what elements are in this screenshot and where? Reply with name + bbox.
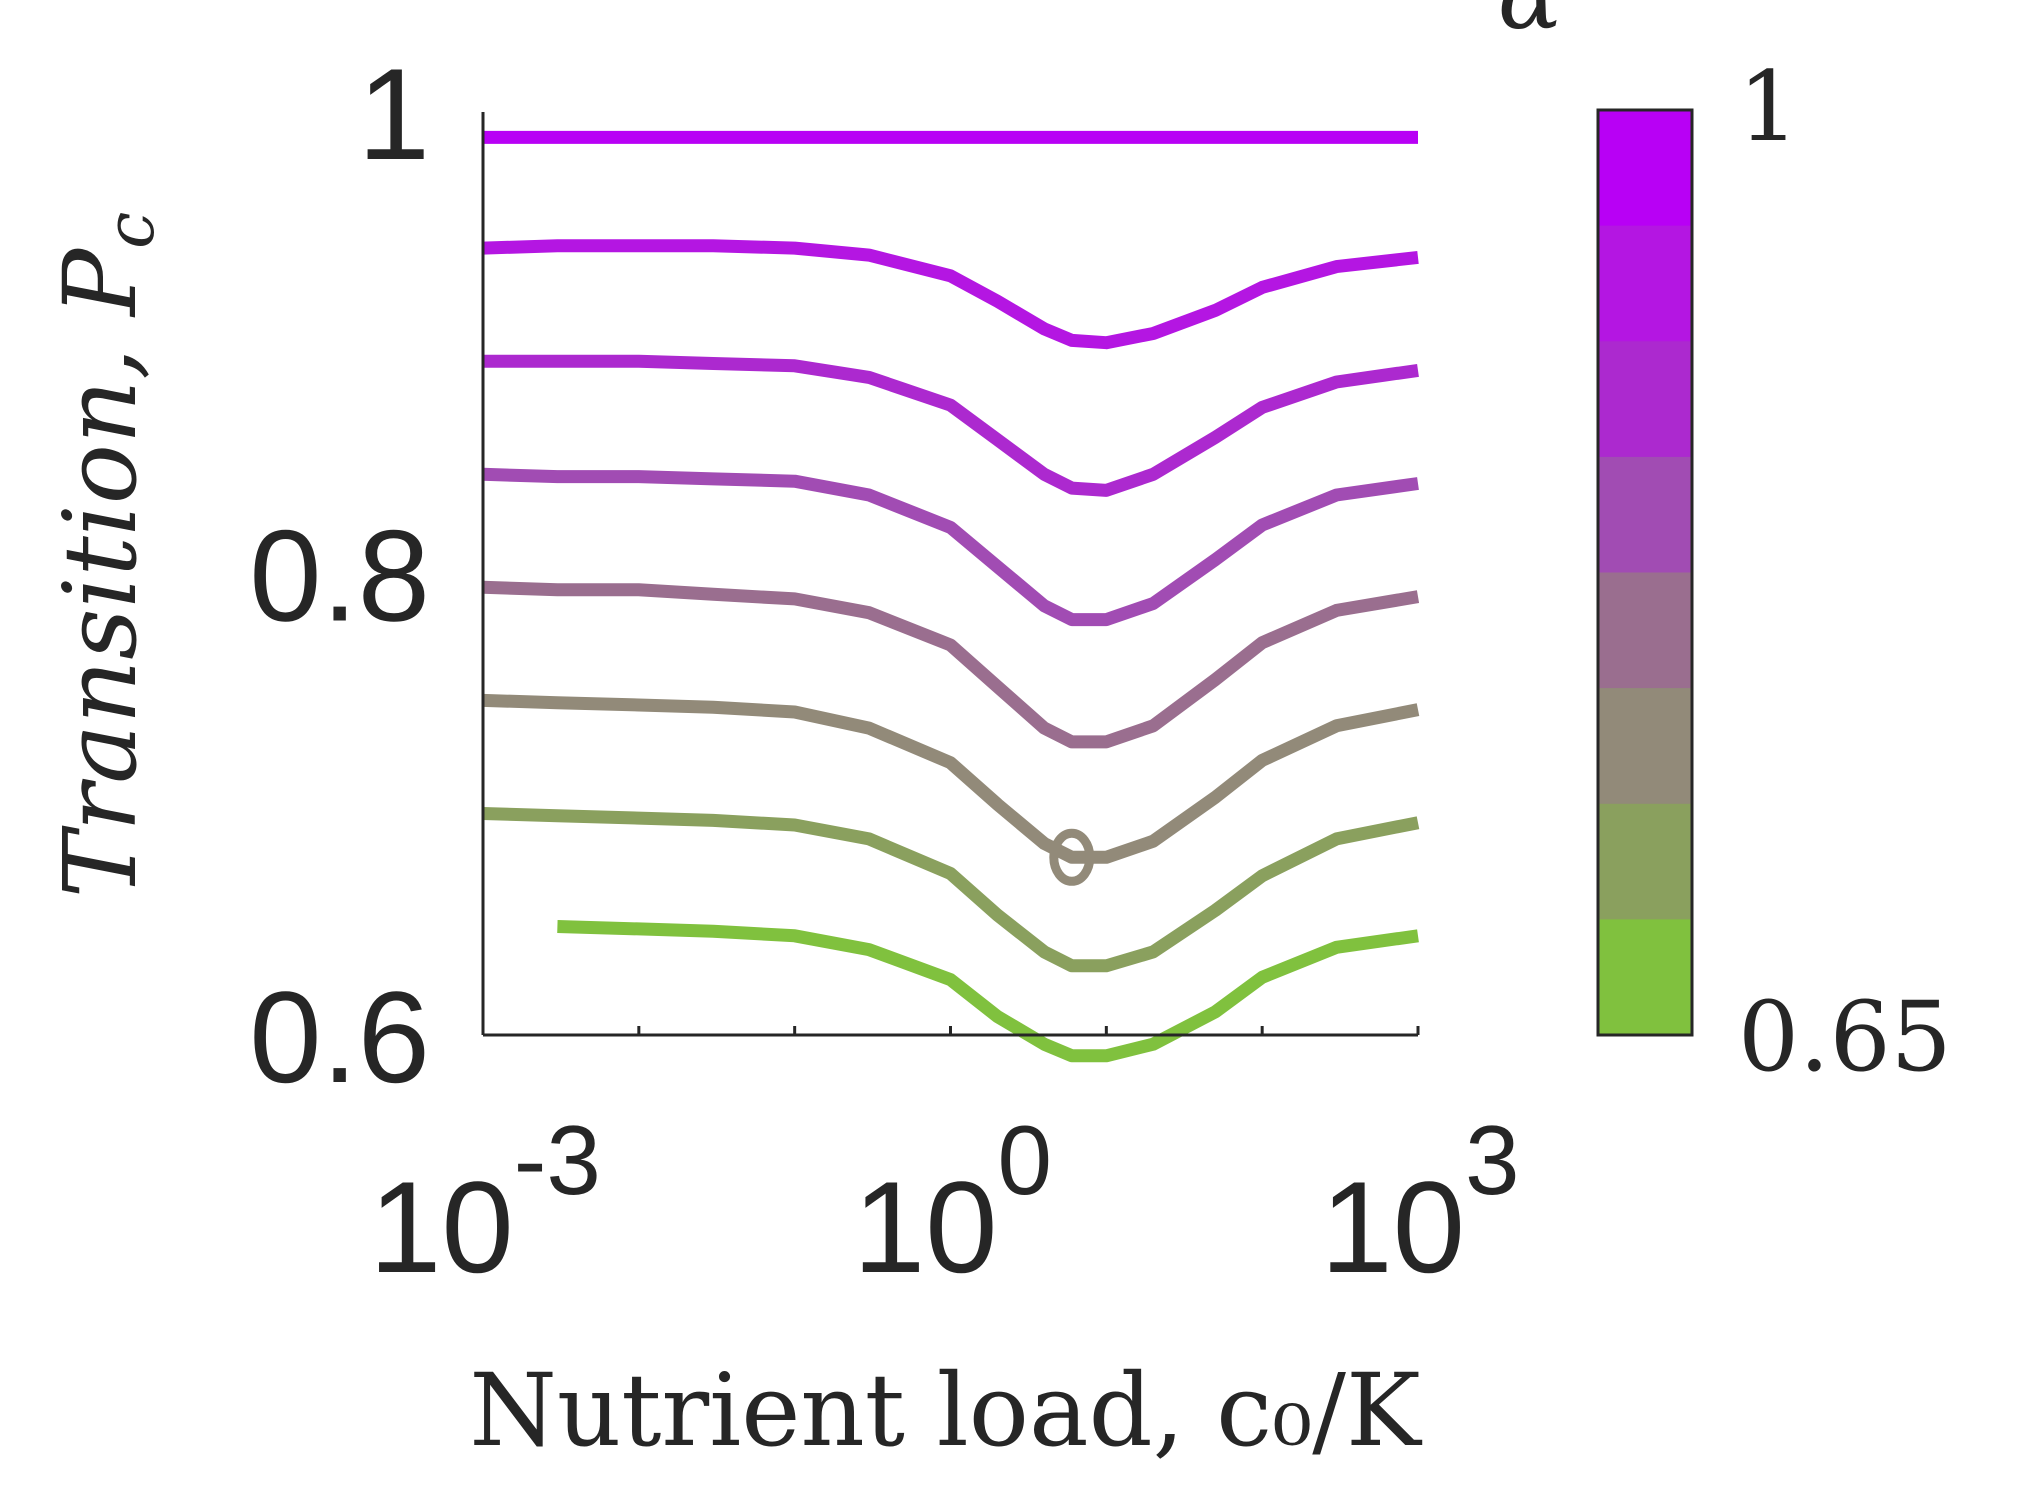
- series-line-4: [482, 467, 1419, 627]
- colorbar-swatch: [1598, 803, 1692, 920]
- y-axis-label-main: Transition, P: [42, 247, 159, 898]
- colorbar-swatch: [1598, 341, 1692, 458]
- colorbar-frame: [1596, 108, 1694, 1037]
- x-tick-label: 10-3: [369, 1105, 601, 1300]
- y-tick-label: 1: [358, 41, 430, 187]
- colorbar-swatch: [1598, 225, 1692, 342]
- colorbar-top-label: 1: [1738, 51, 1799, 163]
- colorbar-bottom-label: 0.65: [1738, 981, 1952, 1093]
- series-line-5: [482, 580, 1420, 749]
- dip-marker: [1049, 828, 1095, 886]
- axes: [481, 112, 1420, 1037]
- svg-text:Transition, Pc: Transition, Pc: [42, 212, 169, 898]
- y-tick-label: 0.6: [249, 964, 430, 1110]
- colorbar-swatch: [1598, 456, 1692, 574]
- colorbar-swatch: [1598, 688, 1692, 805]
- series-line-6: [482, 693, 1420, 864]
- colorbar-swatch: [1598, 572, 1692, 689]
- colorbar: [1596, 108, 1694, 1037]
- y-axis-label: Transition, Pc: [42, 212, 169, 898]
- tick-labels: 10-3 100 103 1 0.8 0.6: [249, 41, 1519, 1300]
- colorbar-swatch: [1598, 919, 1692, 1036]
- x-tick-label: 103: [1320, 1105, 1519, 1300]
- y-axis-label-subscript: c: [92, 212, 169, 249]
- series-line-7: [482, 807, 1420, 973]
- y-tick-label: 0.8: [249, 503, 430, 649]
- x-axis-label: Nutrient load, c₀/K: [469, 1352, 1423, 1469]
- series-line-2: [482, 239, 1419, 350]
- x-tick-label: 100: [853, 1105, 1052, 1300]
- dip-marker-circle: [1049, 828, 1095, 886]
- colorbar-label: α: [1498, 0, 1563, 51]
- colorbar-swatch: [1598, 110, 1692, 227]
- series-line-8: [557, 920, 1419, 1063]
- series-layer: [482, 130, 1420, 1063]
- series-line-3: [483, 354, 1419, 497]
